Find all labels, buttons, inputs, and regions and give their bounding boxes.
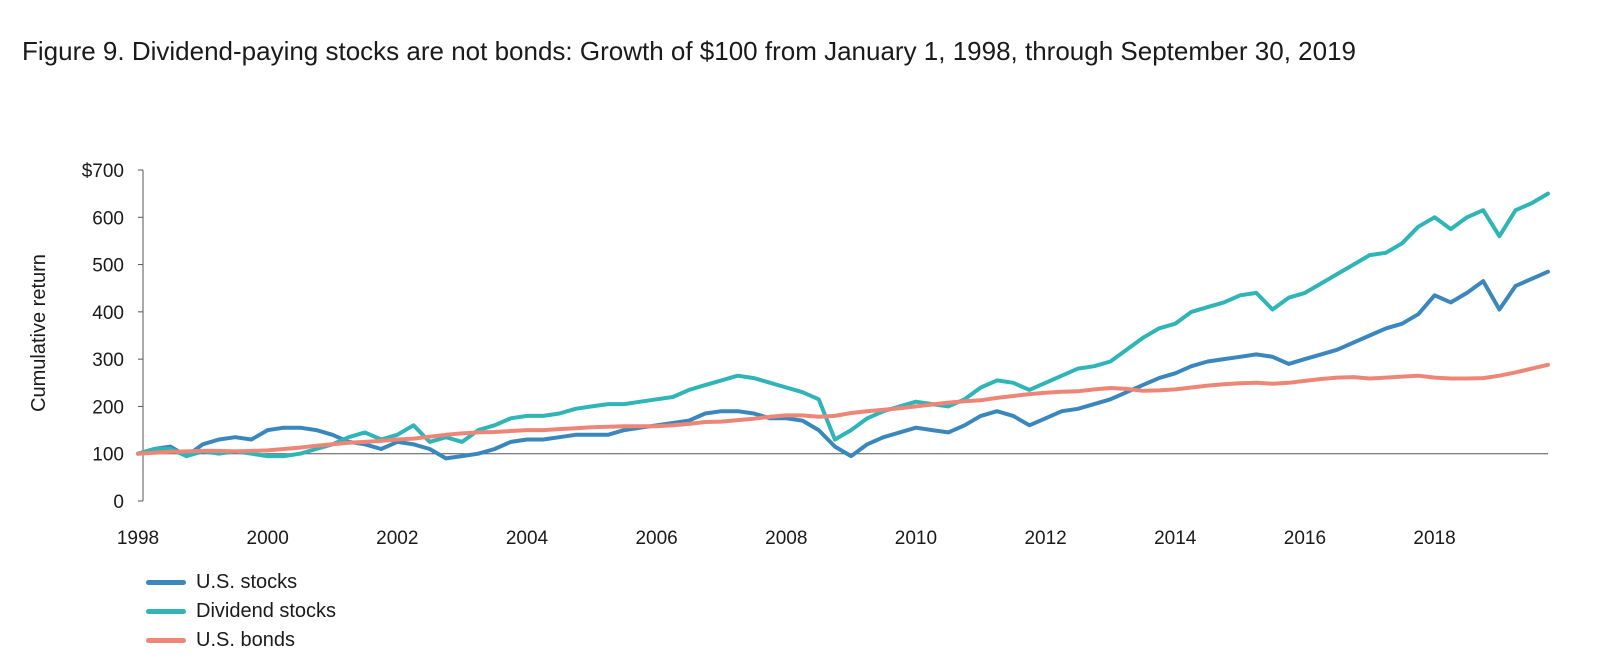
chart-title: Figure 9. Dividend-paying stocks are not… (22, 36, 1357, 66)
y-tick-label: $700 (82, 161, 124, 182)
x-tick-label: 2016 (1284, 528, 1326, 549)
series-line-u-s-stocks (136, 269, 1550, 461)
x-tick-label: 2014 (1154, 528, 1197, 549)
y-tick-label: 0 (113, 492, 124, 513)
legend-swatch (146, 638, 186, 643)
legend-swatch (146, 609, 186, 614)
x-tick-label: 2006 (635, 528, 677, 549)
x-tick-label: 2004 (506, 528, 549, 549)
legend-item: Dividend stocks (146, 597, 336, 626)
y-tick-label: 200 (92, 397, 124, 418)
legend-swatch (146, 580, 186, 585)
legend-label: U.S. bonds (196, 629, 295, 651)
legend-label: Dividend stocks (196, 600, 337, 622)
series-line-u-s-bonds (136, 362, 1550, 456)
legend-item: U.S. stocks (146, 568, 336, 597)
y-tick-label: 500 (92, 256, 124, 277)
axes: 0 100 200 300 400 500 600 $700 1998 2000 2002 2004 2… (82, 161, 1548, 549)
x-tick-label: 2008 (765, 528, 807, 549)
x-tick-label: 1998 (117, 528, 159, 549)
y-tick-label: 600 (92, 208, 124, 229)
y-axis-label: Cumulative return (28, 254, 50, 412)
legend: U.S. stocks Dividend stocks U.S. bonds (146, 568, 336, 655)
y-tick-label: 400 (92, 303, 124, 324)
legend-item: U.S. bonds (146, 626, 336, 655)
y-tick-label: 300 (92, 350, 124, 371)
legend-label: U.S. stocks (196, 571, 298, 593)
x-tick-label: 2002 (376, 528, 418, 549)
series-lines (136, 191, 1550, 461)
series-line-dividend-stocks (136, 191, 1550, 459)
y-tick-label: 100 (92, 445, 124, 466)
x-tick-label: 2010 (895, 528, 937, 549)
x-tick-label: 2000 (247, 528, 289, 549)
x-tick-label: 2018 (1413, 528, 1455, 549)
x-tick-label: 2012 (1024, 528, 1066, 549)
